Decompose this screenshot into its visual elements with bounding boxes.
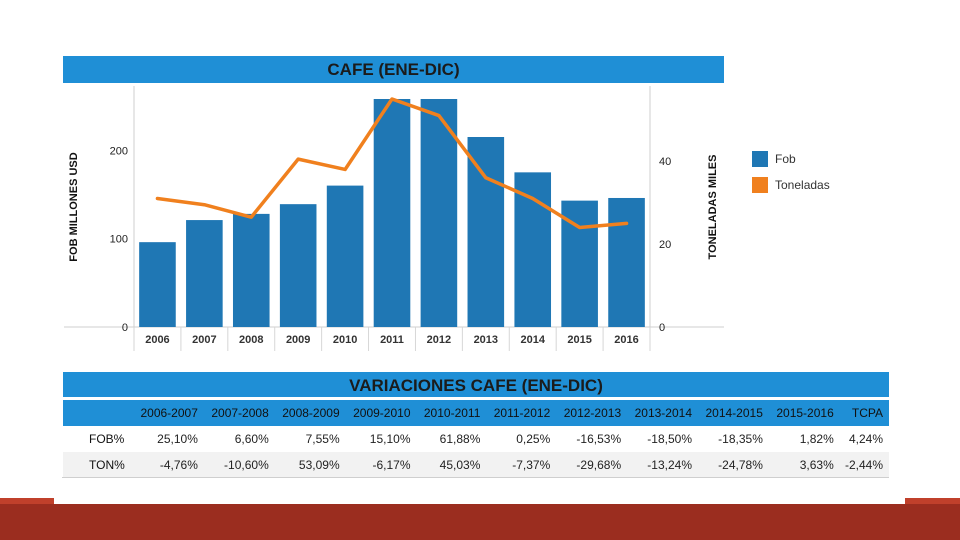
y-tick-right-label: 20 [659,239,671,251]
point-toneladas-2011 [390,97,394,101]
bar-2006 [139,242,176,327]
table-cell: 0,25% [516,432,551,446]
header-2012-2013: 2012-2013 [556,400,628,426]
row-label: TON% [63,452,133,478]
point-toneladas-2016 [625,221,629,225]
table-cell: -16,53% [576,432,622,446]
x-tick-label: 2009 [286,334,310,346]
legend-item-toneladas: Toneladas [752,172,830,198]
table-cell: 45,03% [416,452,487,478]
table-cell: 7,55% [305,432,340,446]
header-2008-2009: 2008-2009 [274,400,346,426]
y-tick-right-label: 0 [659,322,665,334]
y-axis-left-ticks: 0 100 200 [110,145,128,334]
bar-2014 [514,172,552,327]
table-row-fob: FOB% 25,10% 6,60% 7,55% 15,10% 61,88% 0,… [63,426,889,452]
bar-series [139,99,645,327]
header-2013-2014: 2013-2014 [627,400,698,426]
bar-2010 [326,185,364,327]
table-cell: -2,44% [839,452,889,478]
y-axis-left-label: FOB MILLONES USD [68,152,80,261]
y-tick-left-label: 0 [122,322,128,334]
table-cell: -10,60% [203,452,275,478]
table-cell: 15,10% [369,432,411,446]
y-axis-right-ticks: 0 20 40 [659,156,671,334]
header-2011-2012: 2011-2012 [486,400,557,426]
table-header-row: 2006-2007 2007-2008 2008-2009 2009-2010 … [63,400,889,426]
x-tick-label: 2014 [520,334,545,346]
table-cell: -13,24% [627,452,698,478]
table-cell: 25,10% [157,432,198,446]
row-label: FOB% [89,432,125,446]
header-2010-2011: 2010-2011 [416,400,487,426]
table-cell: 1,82% [799,432,834,446]
footer-accent-right [905,498,960,504]
legend-swatch-toneladas [752,177,768,193]
footer-accent-left [0,498,54,504]
bar-2011 [373,99,411,327]
legend-item-fob: Fob [752,146,830,172]
bar-2007 [186,220,223,327]
bar-2012 [420,99,458,327]
x-tick-label: 2011 [380,334,404,346]
header-2009-2010: 2009-2010 [345,400,417,426]
header-2015-2016: 2015-2016 [768,400,840,426]
bar-2009 [279,204,317,327]
header-2014-2015: 2014-2015 [698,400,769,426]
table-row-ton: TON% -4,76% -10,60% 53,09% -6,17% 45,03%… [63,452,889,478]
x-tick-label: 2006 [145,334,169,346]
x-tick-label: 2015 [567,334,591,346]
chart-title: CAFE (ENE-DIC) [63,56,724,83]
header-tcpa: TCPA [839,400,889,426]
x-tick-label: 2010 [333,334,357,346]
x-tick-label: 2016 [614,334,638,346]
line-series [155,97,629,230]
x-tick-label: 2012 [427,334,451,346]
table-cell: 3,63% [768,452,840,478]
y-tick-right-label: 40 [659,156,671,168]
point-toneladas-2015 [578,226,582,230]
table-cell: 4,24% [848,432,883,446]
point-toneladas-2013 [484,176,488,180]
table-cell: -6,17% [345,452,417,478]
point-toneladas-2014 [531,196,535,200]
table-cell: -7,37% [486,452,557,478]
table-cell: -18,50% [647,432,692,446]
y-tick-left-label: 100 [110,234,128,246]
y-axis-right-label: TONELADAS MILES [707,155,719,260]
chart-legend: Fob Toneladas [752,146,830,198]
point-toneladas-2009 [296,157,300,161]
bar-2008 [232,213,270,327]
table-cell: -29,68% [556,452,628,478]
legend-label-toneladas: Toneladas [775,178,830,192]
table-cell: -24,78% [698,452,769,478]
bar-2013 [467,137,505,327]
header-2006-2007: 2006-2007 [133,400,204,426]
variations-table: 2006-2007 2007-2008 2008-2009 2009-2010 … [63,400,889,478]
table-corner-cell [63,400,133,426]
table-cell: 6,60% [234,432,269,446]
table-bottom-rule [62,477,889,478]
x-tick-label: 2008 [239,334,263,346]
x-tick-label: 2013 [474,334,498,346]
point-toneladas-2008 [249,215,253,219]
table-cell: 53,09% [274,452,346,478]
table-cell: -4,76% [133,452,204,478]
table-cell: 61,88% [439,432,481,446]
point-toneladas-2007 [202,203,206,207]
table-title: VARIACIONES CAFE (ENE-DIC) [63,372,889,397]
point-toneladas-2006 [155,196,159,200]
bar-2016 [608,197,645,327]
legend-swatch-fob [752,151,768,167]
x-axis-ticks: 2006 2007 2008 2009 2010 2011 2012 2013 2014 2015… [145,334,639,346]
point-toneladas-2010 [343,167,347,171]
point-toneladas-2012 [437,114,441,118]
x-tick-label: 2007 [192,334,216,346]
y-tick-left-label: 200 [110,145,128,157]
header-2007-2008: 2007-2008 [203,400,275,426]
legend-label-fob: Fob [775,152,796,166]
footer-bar [0,504,960,540]
table-cell: -18,35% [718,432,763,446]
